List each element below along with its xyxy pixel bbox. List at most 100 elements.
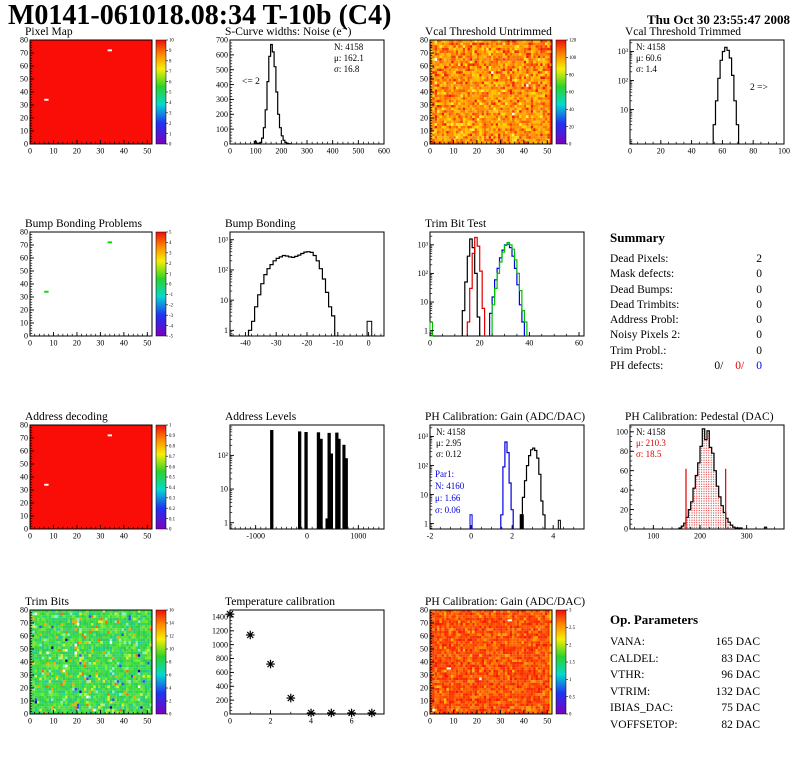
op-parameters-heading: Op. Parameters xyxy=(610,612,699,627)
svg-text:20: 20 xyxy=(73,532,81,541)
svg-text:-2: -2 xyxy=(427,532,434,541)
svg-text:4: 4 xyxy=(169,241,172,246)
svg-text:PH Calibration: Gain (ADC/DAC): PH Calibration: Gain (ADC/DAC) xyxy=(425,411,585,423)
svg-text:80: 80 xyxy=(420,36,428,45)
svg-text:0: 0 xyxy=(628,147,632,156)
svg-text:0: 0 xyxy=(169,143,172,148)
svg-text:-1: -1 xyxy=(169,293,174,298)
svg-text:-30: -30 xyxy=(271,339,282,348)
svg-text:0.4: 0.4 xyxy=(169,486,176,491)
svg-text:μ: 60.6: μ: 60.6 xyxy=(636,53,662,63)
svg-text:300: 300 xyxy=(216,95,228,104)
svg-text:50: 50 xyxy=(20,75,28,84)
timestamp: Thu Oct 30 23:55:47 2008 xyxy=(647,12,790,27)
svg-text:30: 30 xyxy=(20,293,28,302)
svg-text:5: 5 xyxy=(169,231,172,236)
svg-text:20: 20 xyxy=(420,114,428,123)
svg-text:-40: -40 xyxy=(240,339,251,348)
list-item: Mask defects: 0 xyxy=(610,268,762,281)
chart-pixel-map: Pixel Map 0 10 20 30 40 50 0 10 20 30 40 50 60 70 80 10 9… xyxy=(2,26,198,172)
list-item: VANA: 165 DAC xyxy=(610,636,760,648)
chart-ph-pedestal: PH Calibration: Pedestal (DAC) 100 200 300 0… xyxy=(602,411,796,557)
svg-text:60: 60 xyxy=(718,147,726,156)
chart-ph-gain-hist: PH Calibration: Gain (ADC/DAC) -2 0 2 4 1 10 10… xyxy=(402,411,598,557)
svg-text:70: 70 xyxy=(20,434,28,443)
svg-text:20: 20 xyxy=(620,505,628,514)
list-item: Dead Bumps: 0 xyxy=(610,283,762,296)
summary-panel: Summary Dead Pixels: 2 Mask defects: 0 Dead … xyxy=(610,230,780,374)
svg-text:200: 200 xyxy=(216,110,228,119)
svg-text:60: 60 xyxy=(20,447,28,456)
svg-text:PH Calibration: Pedestal (DAC): PH Calibration: Pedestal (DAC) xyxy=(625,411,774,423)
svg-text:30: 30 xyxy=(96,532,104,541)
svg-text:50: 50 xyxy=(143,532,151,541)
svg-text:σ: 18.5: σ: 18.5 xyxy=(636,449,662,459)
svg-text:Address Levels: Address Levels xyxy=(225,411,297,423)
svg-text:0: 0 xyxy=(24,332,28,341)
svg-text:60: 60 xyxy=(420,62,428,71)
svg-text:1: 1 xyxy=(424,326,428,335)
svg-text:600: 600 xyxy=(216,51,228,60)
svg-text:120: 120 xyxy=(569,39,577,44)
svg-text:50: 50 xyxy=(20,267,28,276)
svg-text:40: 40 xyxy=(120,147,128,156)
svg-text:10: 10 xyxy=(20,512,28,521)
svg-text:N: 4158: N: 4158 xyxy=(436,427,466,437)
svg-text:80: 80 xyxy=(569,73,574,78)
svg-text:1: 1 xyxy=(169,424,172,429)
chart-trim-bits-map: Trim Bits 0 10 20 30 40 50 0 10 20 30 40 50 60 70 80 16 1… xyxy=(2,596,198,742)
svg-text:100: 100 xyxy=(778,147,790,156)
svg-text:-10: -10 xyxy=(332,339,343,348)
svg-text:60: 60 xyxy=(20,62,28,71)
svg-text:Pixel Map: Pixel Map xyxy=(25,26,73,38)
svg-text:40: 40 xyxy=(120,532,128,541)
svg-text:10²: 10² xyxy=(618,76,629,85)
svg-text:1: 1 xyxy=(169,132,172,137)
list-item: Address Probl: 0 xyxy=(610,314,762,327)
svg-text:1000: 1000 xyxy=(350,532,366,541)
svg-text:70: 70 xyxy=(420,49,428,58)
svg-text:50: 50 xyxy=(420,75,428,84)
svg-text:N: 4158: N: 4158 xyxy=(636,42,666,52)
svg-text:Bump Bonding: Bump Bonding xyxy=(225,218,296,230)
svg-text:0: 0 xyxy=(28,532,32,541)
svg-text:70: 70 xyxy=(20,241,28,250)
svg-text:6: 6 xyxy=(169,80,172,85)
svg-text:40: 40 xyxy=(420,88,428,97)
op-parameters-panel: Op. Parameters VANA: 165 DAC CALDEL: 83 DAC… xyxy=(610,612,780,734)
svg-text:0.6: 0.6 xyxy=(169,465,176,470)
svg-text:0.9: 0.9 xyxy=(169,434,176,439)
svg-text:100: 100 xyxy=(216,125,228,134)
svg-text:600: 600 xyxy=(378,147,390,156)
svg-text:<= 2: <= 2 xyxy=(242,77,260,87)
svg-text:1: 1 xyxy=(169,272,172,277)
svg-text:10: 10 xyxy=(49,339,57,348)
svg-text:2: 2 xyxy=(169,122,172,127)
svg-text:Par1:: Par1: xyxy=(435,469,454,479)
svg-text:80: 80 xyxy=(749,147,757,156)
svg-text:400: 400 xyxy=(327,147,339,156)
svg-text:10³: 10³ xyxy=(618,47,629,56)
svg-text:μ: 162.1: μ: 162.1 xyxy=(334,53,364,63)
svg-text:0: 0 xyxy=(169,283,172,288)
list-item: Noisy Pixels 2: 0 xyxy=(610,329,762,342)
svg-text:0: 0 xyxy=(24,525,28,534)
svg-text:10²: 10² xyxy=(418,269,429,278)
svg-text:100: 100 xyxy=(250,147,262,156)
summary-heading: Summary xyxy=(610,230,665,245)
chart-address-decoding: Address decoding 0 10 20 30 40 50 0 10 20 30 40 50 60… xyxy=(2,411,198,557)
svg-text:20: 20 xyxy=(20,114,28,123)
svg-text:9: 9 xyxy=(169,49,172,54)
svg-text:700: 700 xyxy=(216,36,228,45)
svg-text:300: 300 xyxy=(741,532,753,541)
svg-text:40: 40 xyxy=(569,108,574,113)
svg-text:20: 20 xyxy=(476,339,484,348)
svg-text:20: 20 xyxy=(20,499,28,508)
svg-text:-3: -3 xyxy=(169,314,174,319)
svg-text:N: 4158: N: 4158 xyxy=(636,427,666,437)
svg-text:10: 10 xyxy=(169,39,174,44)
svg-text:60: 60 xyxy=(569,91,574,96)
svg-text:4: 4 xyxy=(551,532,555,541)
svg-text:40: 40 xyxy=(688,147,696,156)
svg-text:8: 8 xyxy=(169,60,172,65)
